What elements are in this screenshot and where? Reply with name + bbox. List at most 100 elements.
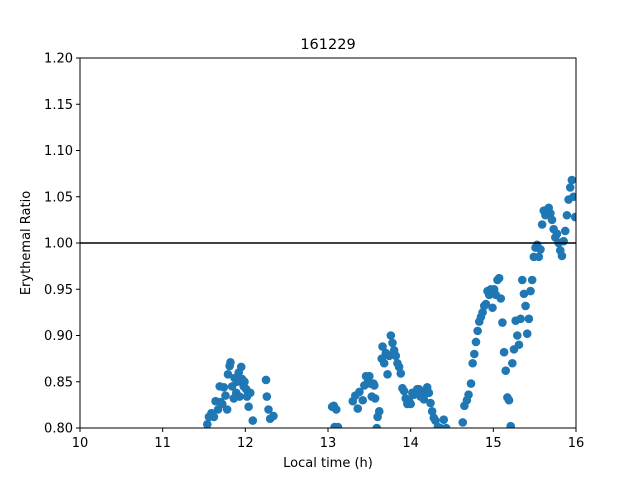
data-point [203, 420, 212, 428]
data-point [524, 314, 534, 324]
data-point [562, 210, 572, 220]
data-point [240, 377, 249, 387]
y-tick-label: 0.85 [44, 375, 73, 390]
x-tick-label: 16 [568, 436, 585, 451]
data-point [217, 399, 227, 409]
data-point [499, 347, 509, 357]
data-point [560, 226, 570, 236]
data-point [536, 245, 545, 254]
data-point [565, 183, 575, 192]
data-point [521, 301, 530, 311]
y-tick-label: 0.90 [44, 329, 73, 344]
data-point [569, 192, 576, 202]
x-tick-label: 12 [237, 436, 254, 451]
scatter-points [203, 175, 576, 428]
data-point [514, 340, 524, 350]
data-point [378, 342, 387, 351]
data-point [388, 338, 397, 348]
data-point [424, 388, 434, 398]
data-point [331, 405, 341, 414]
data-point [391, 351, 401, 361]
data-point [546, 209, 555, 218]
data-point [219, 383, 229, 392]
data-point [559, 236, 568, 246]
data-point [522, 329, 532, 338]
y-axis-label: Erythemal Ratio [19, 191, 34, 295]
data-point [547, 215, 557, 225]
data-point [222, 405, 232, 414]
data-point [209, 412, 219, 422]
data-point [245, 388, 255, 398]
data-point [513, 331, 522, 340]
data-point [481, 299, 491, 309]
data-point [557, 251, 567, 261]
data-point [494, 273, 504, 283]
data-point [526, 286, 535, 296]
y-tick-label: 1.20 [44, 52, 73, 67]
data-point [369, 381, 379, 390]
data-point [394, 362, 404, 372]
data-point [370, 394, 380, 403]
x-tick-label: 11 [154, 436, 171, 451]
data-point [396, 369, 406, 378]
data-point [358, 395, 368, 405]
data-point [427, 407, 437, 416]
data-point [519, 289, 529, 299]
data-point [488, 303, 497, 313]
data-point [384, 351, 394, 361]
data-point [221, 391, 230, 400]
data-point [406, 399, 415, 409]
data-point [439, 415, 449, 424]
data-point [244, 402, 253, 412]
data-point [498, 318, 507, 327]
data-point [235, 392, 244, 401]
data-point [355, 387, 364, 397]
data-point [353, 404, 363, 413]
x-tick-label: 13 [320, 436, 337, 451]
data-point [426, 398, 435, 408]
data-point [441, 423, 451, 428]
data-point [516, 314, 525, 324]
y-tick-label: 1.05 [44, 190, 73, 205]
data-point [399, 386, 409, 396]
y-tick-label: 1.15 [44, 98, 73, 113]
data-point [269, 411, 278, 421]
data-point [262, 392, 272, 401]
y-tick-label: 0.80 [44, 422, 73, 437]
data-point [534, 252, 544, 262]
data-point [470, 349, 479, 359]
data-point [223, 370, 233, 379]
data-point [264, 405, 273, 414]
x-axis: 10 11 12 13 14 15 16 [72, 428, 585, 451]
data-point [226, 358, 235, 367]
data-point [383, 370, 392, 379]
data-point [379, 358, 389, 368]
data-point [508, 358, 517, 368]
data-point [506, 421, 515, 428]
y-tick-label: 1.10 [44, 144, 73, 159]
data-point [552, 229, 562, 239]
data-point [501, 366, 511, 375]
data-point [464, 390, 473, 400]
data-point [527, 275, 537, 285]
data-point [517, 275, 527, 285]
data-point [374, 407, 384, 416]
data-point [473, 326, 482, 336]
data-point [365, 371, 374, 381]
data-point [236, 362, 246, 372]
y-tick-label: 0.95 [44, 283, 73, 298]
data-point [386, 331, 396, 340]
data-point [466, 379, 476, 388]
data-point [471, 337, 481, 347]
data-point [248, 416, 258, 425]
data-point [468, 358, 477, 368]
chart-title: 161229 [300, 37, 355, 53]
x-tick-label: 10 [72, 436, 89, 451]
data-point [537, 220, 547, 229]
plot-area [79, 57, 577, 429]
y-tick-label: 1.00 [44, 237, 73, 252]
data-point [419, 395, 429, 404]
x-tick-label: 14 [402, 436, 419, 451]
data-point [567, 175, 576, 185]
